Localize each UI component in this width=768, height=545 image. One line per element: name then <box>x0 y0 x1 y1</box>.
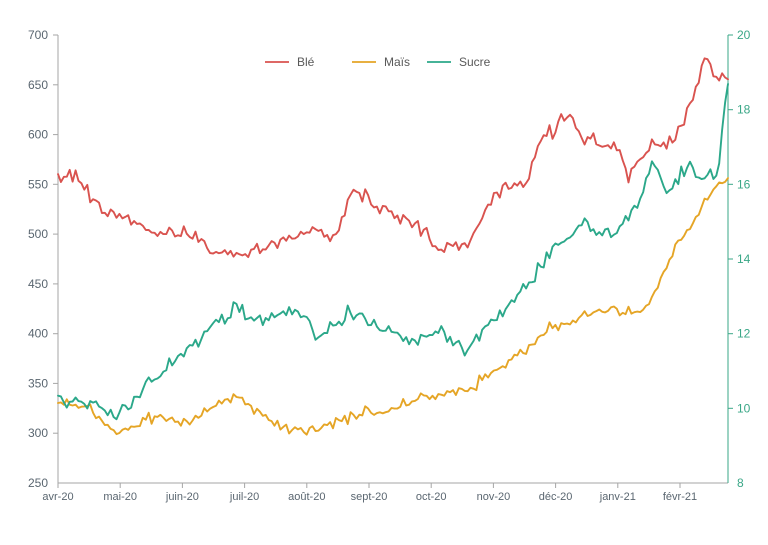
svg-text:350: 350 <box>28 376 48 390</box>
svg-text:10: 10 <box>737 401 751 415</box>
svg-text:20: 20 <box>737 28 751 42</box>
svg-text:sept-20: sept-20 <box>351 491 388 503</box>
svg-text:600: 600 <box>28 128 48 142</box>
svg-text:févr-21: févr-21 <box>663 491 697 503</box>
svg-text:14: 14 <box>737 252 751 266</box>
svg-text:300: 300 <box>28 426 48 440</box>
svg-text:nov-20: nov-20 <box>477 491 511 503</box>
svg-text:18: 18 <box>737 103 751 117</box>
svg-text:déc-20: déc-20 <box>539 491 573 503</box>
svg-text:avr-20: avr-20 <box>42 491 73 503</box>
svg-text:700: 700 <box>28 28 48 42</box>
svg-text:Blé: Blé <box>297 55 315 69</box>
svg-text:août-20: août-20 <box>288 491 325 503</box>
svg-text:Maïs: Maïs <box>384 55 410 69</box>
svg-text:250: 250 <box>28 476 48 490</box>
svg-text:400: 400 <box>28 327 48 341</box>
svg-text:juin-20: juin-20 <box>165 491 199 503</box>
svg-text:janv-21: janv-21 <box>599 491 636 503</box>
svg-text:12: 12 <box>737 327 751 341</box>
svg-text:450: 450 <box>28 277 48 291</box>
svg-text:16: 16 <box>737 177 751 191</box>
svg-text:juil-20: juil-20 <box>229 491 259 503</box>
svg-text:oct-20: oct-20 <box>416 491 447 503</box>
svg-text:mai-20: mai-20 <box>103 491 137 503</box>
svg-text:500: 500 <box>28 227 48 241</box>
svg-text:Sucre: Sucre <box>459 55 491 69</box>
svg-text:550: 550 <box>28 177 48 191</box>
svg-text:8: 8 <box>737 476 744 490</box>
svg-text:650: 650 <box>28 78 48 92</box>
